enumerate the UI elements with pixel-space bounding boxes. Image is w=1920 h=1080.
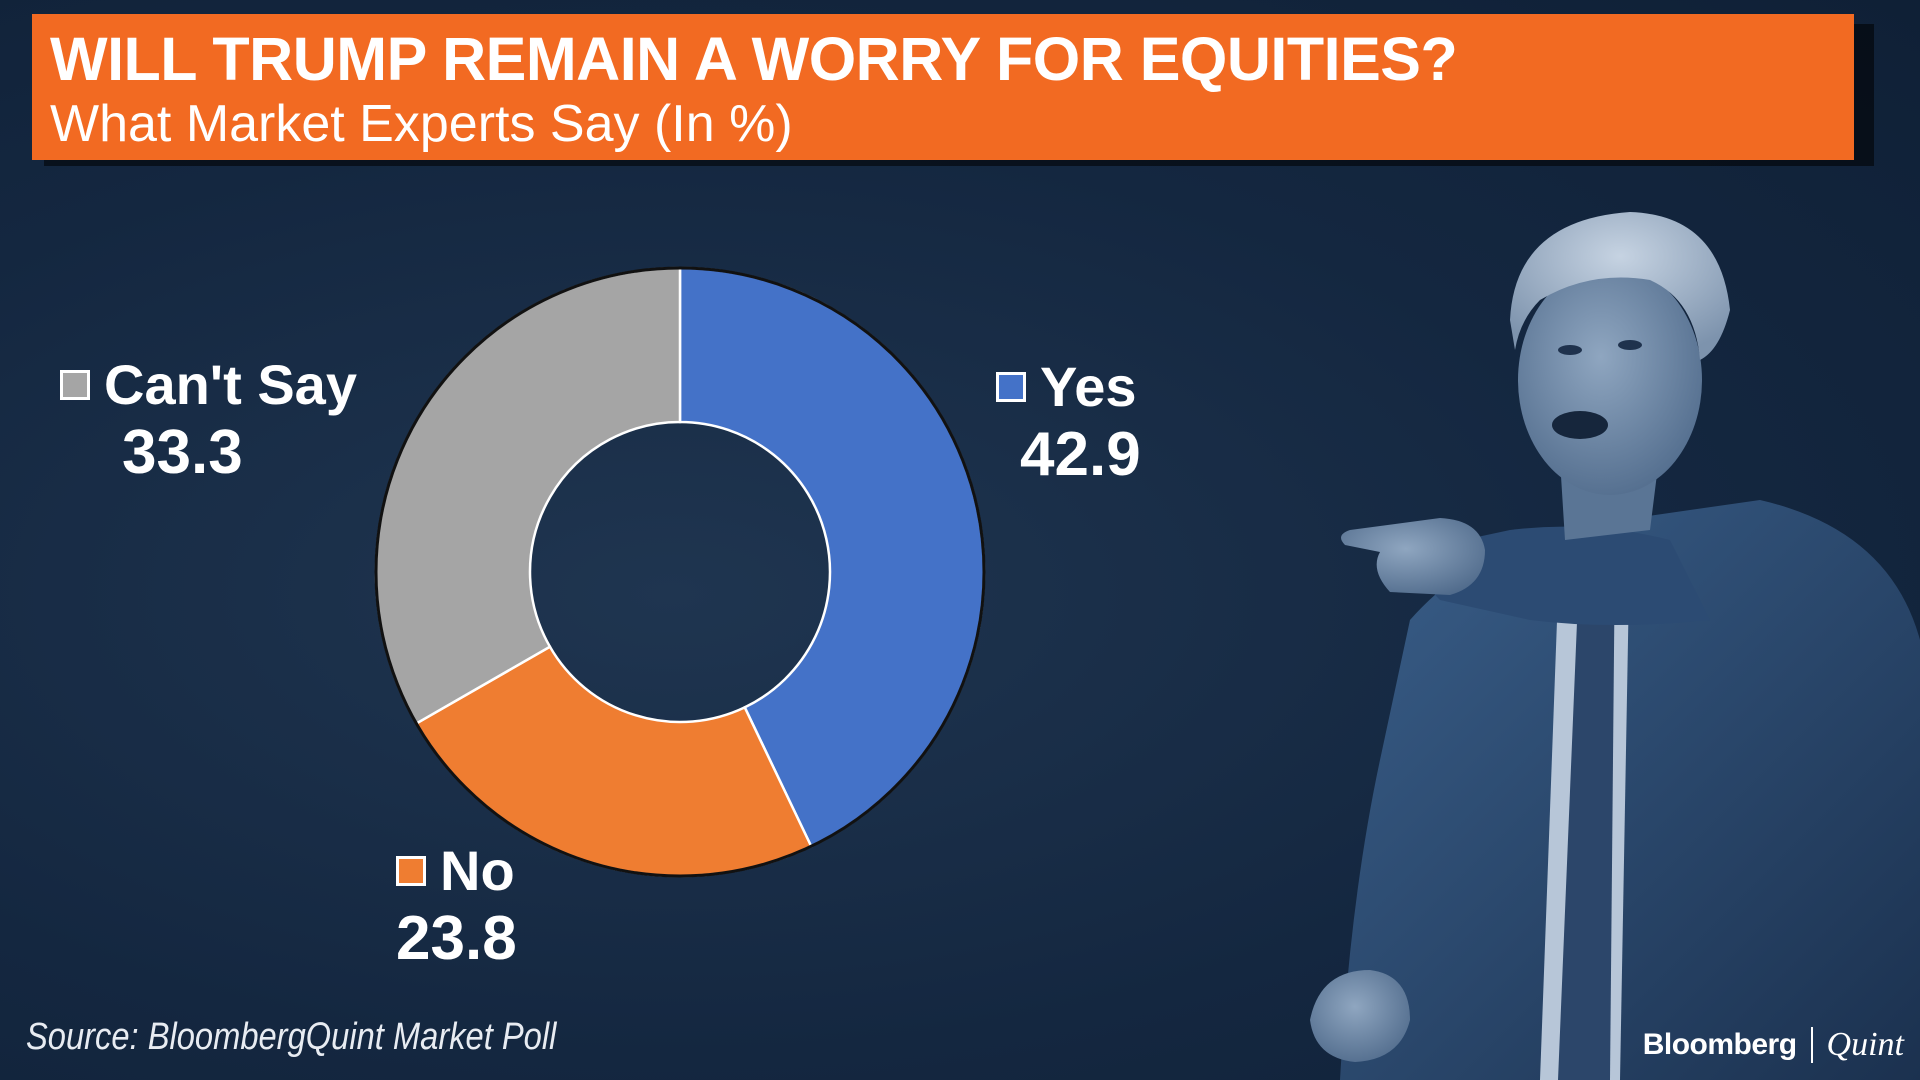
donut-slice-can-t-say	[374, 266, 682, 726]
eye-left	[1558, 345, 1582, 355]
legend-label-yes: Yes	[1040, 355, 1137, 418]
chart-title: WILL TRUMP REMAIN A WORRY FOR EQUITIES?	[50, 25, 1458, 93]
legend-yes: Yes 42.9	[996, 354, 1141, 490]
legend-value-yes: 42.9	[1020, 420, 1141, 489]
pointing-man-photo	[1310, 212, 1920, 1080]
legend-label-no: No	[440, 839, 515, 902]
fist-shape	[1310, 970, 1410, 1062]
legend-swatch-cant-say	[60, 370, 90, 400]
hair-shape	[1510, 212, 1730, 360]
logo-bloomberg-text: Bloomberg	[1642, 1028, 1797, 1061]
hand-shape	[1341, 518, 1485, 595]
legend-no: No 23.8	[396, 838, 517, 974]
face-shape	[1518, 265, 1702, 495]
source-note: Source: BloombergQuint Market Poll	[26, 1016, 557, 1058]
chart-subtitle: What Market Experts Say (In %)	[50, 95, 793, 153]
logo-quint-text: Quint	[1826, 1026, 1904, 1063]
brand-logo: Bloomberg Quint	[1643, 1026, 1904, 1064]
legend-value-no: 23.8	[396, 904, 517, 973]
legend-value-cant-say: 33.3	[122, 418, 243, 487]
legend-label-cant-say: Can't Say	[104, 353, 357, 416]
suit-shape	[1340, 500, 1920, 1080]
donut-outline	[374, 266, 986, 878]
eye-right	[1618, 340, 1642, 350]
title-banner: WILL TRUMP REMAIN A WORRY FOR EQUITIES? …	[32, 14, 1854, 160]
donut-chart	[374, 266, 986, 878]
legend-swatch-no	[396, 856, 426, 886]
logo-divider	[1810, 1027, 1813, 1063]
tie-shape	[1558, 545, 1615, 1080]
legend-swatch-yes	[996, 372, 1026, 402]
mouth-shape	[1552, 411, 1608, 439]
legend-cant-say: Can't Say 33.3	[60, 352, 357, 488]
arm-shape	[1425, 526, 1710, 625]
